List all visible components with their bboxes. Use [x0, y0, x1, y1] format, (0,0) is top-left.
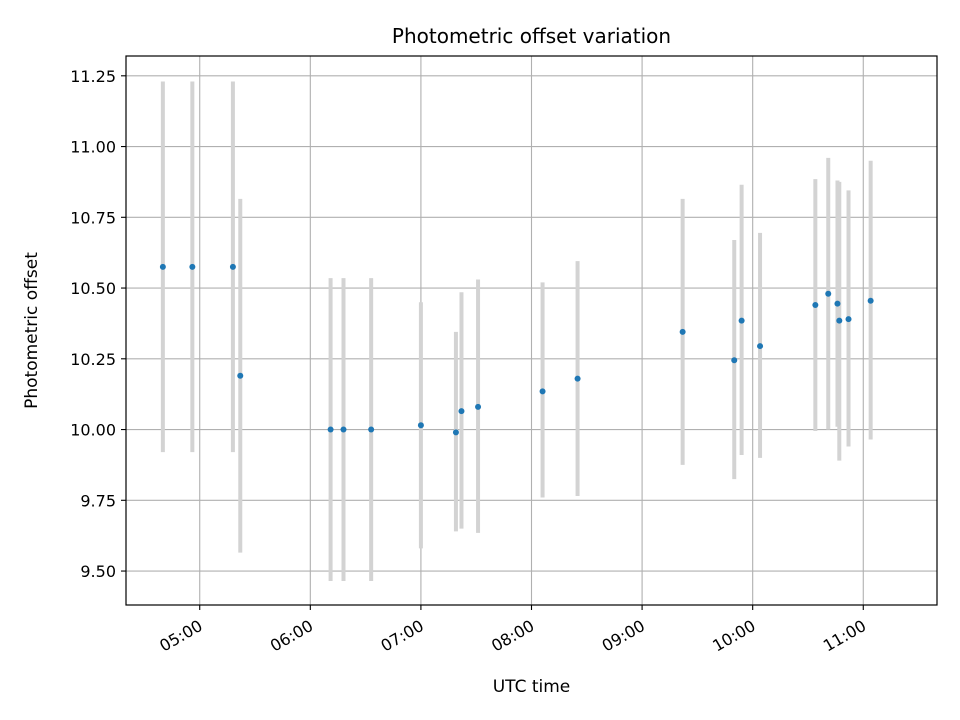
data-point — [845, 316, 852, 323]
data-point — [327, 426, 334, 433]
y-tick-label: 11.25 — [70, 67, 116, 86]
data-point — [229, 263, 236, 270]
data-point — [836, 317, 843, 324]
y-tick-label: 10.00 — [70, 421, 116, 440]
data-point — [237, 372, 244, 379]
x-axis-label: UTC time — [493, 677, 571, 697]
data-point — [825, 290, 832, 297]
data-point — [159, 263, 166, 270]
data-point — [738, 317, 745, 324]
point-layer — [159, 263, 874, 436]
data-point — [368, 426, 375, 433]
data-point — [574, 375, 581, 382]
y-tick-label: 10.75 — [70, 208, 116, 227]
y-tick-label: 10.25 — [70, 350, 116, 369]
data-point — [539, 388, 546, 395]
y-tick-label: 9.50 — [80, 562, 116, 581]
y-axis-label: Photometric offset — [22, 252, 42, 409]
data-point — [731, 357, 738, 364]
data-point — [417, 422, 424, 429]
y-tick-label: 10.50 — [70, 279, 116, 298]
data-point — [340, 426, 347, 433]
y-tick-label: 11.00 — [70, 138, 116, 157]
data-point — [757, 343, 764, 350]
chart-title: Photometric offset variation — [392, 24, 671, 48]
y-tick-label: 9.75 — [80, 491, 116, 510]
data-point — [834, 300, 841, 307]
data-point — [458, 408, 465, 415]
data-point — [475, 403, 482, 410]
data-point — [812, 302, 819, 309]
data-point — [452, 429, 459, 436]
data-point — [189, 263, 196, 270]
data-point — [679, 328, 686, 335]
data-point — [867, 297, 874, 304]
